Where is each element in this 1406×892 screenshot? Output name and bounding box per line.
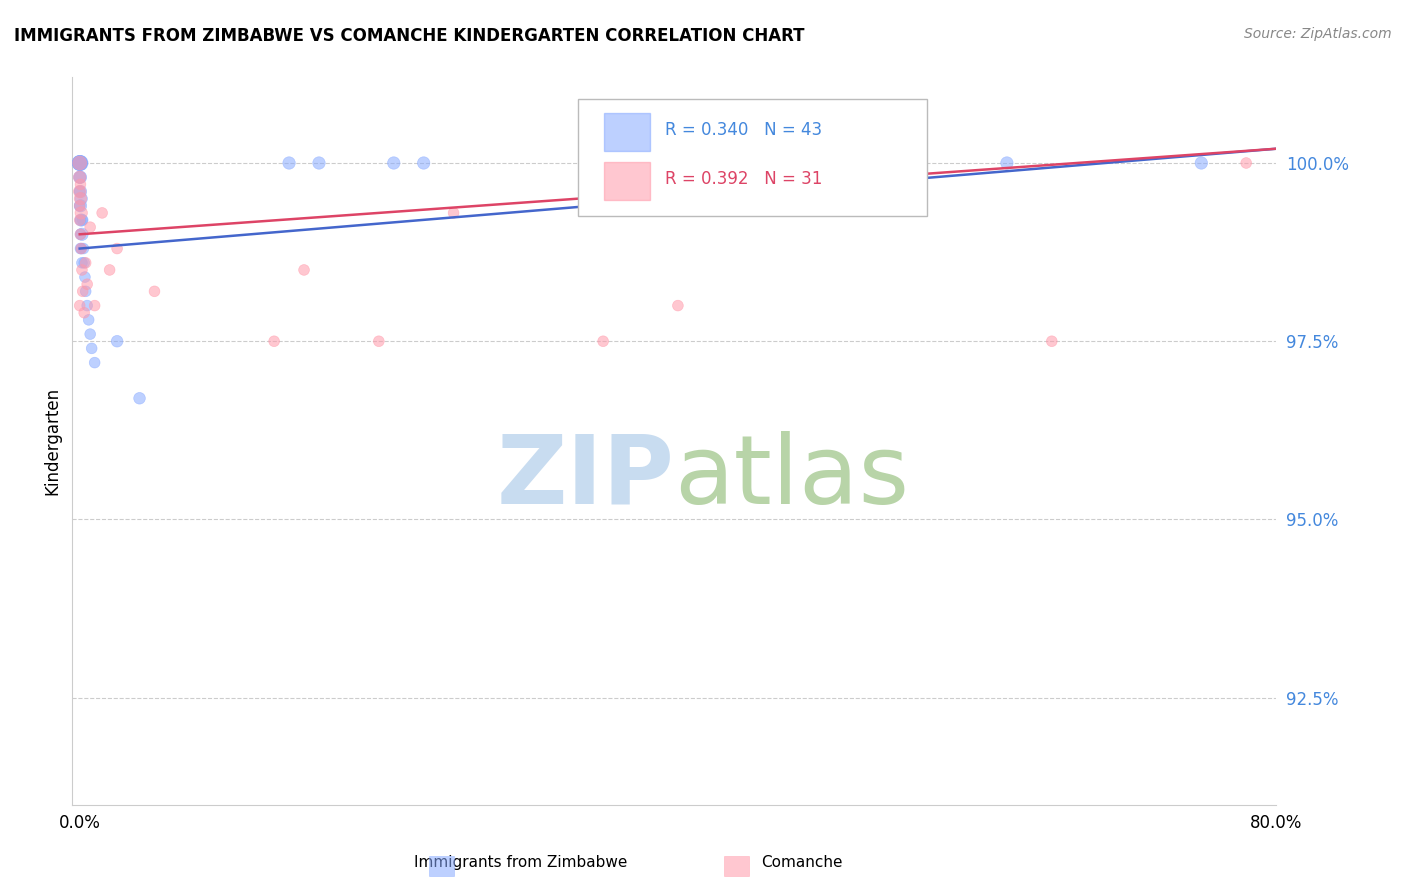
Point [278, 156, 301, 170]
Point [75, 285, 97, 299]
Point [69, 178, 91, 192]
Point [592, 334, 614, 349]
Point [69, 156, 91, 170]
Point [69, 156, 91, 170]
Point [817, 192, 839, 206]
Point [382, 156, 405, 170]
Point [70, 242, 93, 256]
FancyBboxPatch shape [578, 99, 927, 216]
Point [73, 306, 96, 320]
Point [696, 156, 718, 170]
Text: ZIP: ZIP [496, 431, 673, 524]
Point [443, 206, 465, 220]
Text: Source: ZipAtlas.com: Source: ZipAtlas.com [1244, 27, 1392, 41]
Point [79, 220, 101, 235]
Point [105, 334, 128, 349]
Point [69, 213, 91, 227]
Point [69, 170, 91, 185]
Point [70, 206, 93, 220]
Point [128, 392, 150, 406]
Point [98, 263, 121, 277]
Point [69, 199, 91, 213]
Point [72, 285, 94, 299]
Point [77, 313, 100, 327]
Point [69, 156, 91, 170]
Point [69, 170, 91, 185]
Point [69, 185, 91, 199]
Point [69, 156, 91, 170]
Point [143, 285, 166, 299]
Point [91, 206, 114, 220]
Point [263, 334, 285, 349]
Point [69, 192, 91, 206]
Point [69, 156, 91, 170]
Point [69, 199, 91, 213]
Text: R = 0.392   N = 31: R = 0.392 N = 31 [665, 169, 823, 188]
Text: Comanche: Comanche [761, 855, 842, 870]
Point [73, 270, 96, 285]
Point [367, 334, 389, 349]
Point [69, 199, 91, 213]
Text: IMMIGRANTS FROM ZIMBABWE VS COMANCHE KINDERGARTEN CORRELATION CHART: IMMIGRANTS FROM ZIMBABWE VS COMANCHE KIN… [14, 27, 804, 45]
Point [69, 299, 91, 313]
Point [1189, 156, 1212, 170]
Point [70, 227, 93, 242]
Point [76, 299, 98, 313]
Point [72, 213, 94, 227]
Text: atlas: atlas [673, 431, 910, 524]
Point [69, 156, 91, 170]
Point [891, 156, 914, 170]
Point [69, 156, 91, 170]
Point [69, 185, 91, 199]
Point [995, 156, 1018, 170]
Point [412, 156, 434, 170]
Point [72, 242, 94, 256]
Point [69, 156, 91, 170]
Point [70, 263, 93, 277]
Text: Immigrants from Zimbabwe: Immigrants from Zimbabwe [413, 855, 627, 870]
Point [69, 242, 91, 256]
Point [1234, 156, 1257, 170]
Point [308, 156, 330, 170]
Point [105, 242, 128, 256]
Bar [605, 112, 650, 152]
Point [70, 242, 93, 256]
Point [69, 170, 91, 185]
Text: R = 0.340   N = 43: R = 0.340 N = 43 [665, 121, 821, 139]
Point [292, 263, 315, 277]
Point [70, 192, 93, 206]
Point [69, 213, 91, 227]
Y-axis label: Kindergarten: Kindergarten [44, 387, 60, 495]
Point [69, 185, 91, 199]
Point [83, 299, 105, 313]
Point [75, 256, 97, 270]
Point [69, 156, 91, 170]
Point [69, 227, 91, 242]
Point [1040, 334, 1063, 349]
Point [69, 156, 91, 170]
Point [70, 213, 93, 227]
Point [80, 342, 103, 356]
Point [83, 356, 105, 370]
Point [73, 256, 96, 270]
Point [666, 299, 689, 313]
Point [70, 256, 93, 270]
Point [79, 327, 101, 342]
Point [69, 227, 91, 242]
Point [76, 277, 98, 292]
Bar [605, 161, 650, 200]
